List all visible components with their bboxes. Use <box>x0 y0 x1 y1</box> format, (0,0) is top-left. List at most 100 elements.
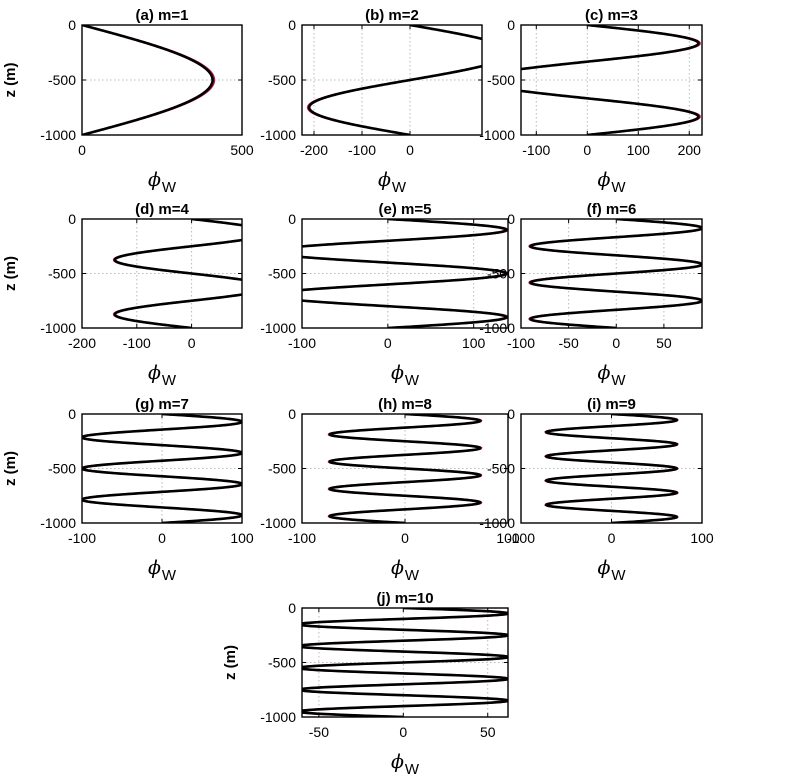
x-tick-label: -100 <box>68 530 96 546</box>
x-tick-label: 0 <box>406 142 414 158</box>
x-tick-label: 500 <box>230 142 254 158</box>
x-tick-label: 100 <box>496 530 520 546</box>
y-tick-label: -1000 <box>260 320 296 336</box>
x-tick-label: 0 <box>384 335 392 351</box>
y-tick-label: -500 <box>268 266 296 282</box>
y-tick-label: -500 <box>487 266 515 282</box>
series-line-black <box>82 414 242 523</box>
y-tick-label: -500 <box>268 461 296 477</box>
x-axis-label: ϕW <box>391 557 420 584</box>
y-tick-label: -1000 <box>40 515 76 531</box>
x-axis-label: ϕW <box>378 169 407 196</box>
x-tick-label: 100 <box>690 530 714 546</box>
x-tick-label: 0 <box>158 530 166 546</box>
x-tick-label: -50 <box>309 724 329 740</box>
x-tick-label: -100 <box>288 335 316 351</box>
x-axis-label: ϕW <box>597 362 626 389</box>
x-tick-label: 0 <box>612 335 620 351</box>
y-tick-label: 0 <box>288 406 296 422</box>
y-tick-label: -500 <box>487 461 515 477</box>
series-line-black <box>302 608 508 717</box>
x-tick-label: -100 <box>522 142 550 158</box>
panel-title: (e) m=5 <box>379 201 432 218</box>
panel-b: -200 -100 00-500-1000(b) m=2ϕW <box>260 7 483 196</box>
x-axis-label: ϕW <box>148 169 177 196</box>
x-tick-label: -50 <box>559 335 579 351</box>
y-tick-label: 0 <box>507 17 515 33</box>
y-tick-label: -1000 <box>479 320 515 336</box>
series-line-black <box>521 25 700 135</box>
panel-title: (b) m=2 <box>365 7 419 24</box>
series-line-black <box>328 414 482 523</box>
panel-title: (h) m=8 <box>378 396 432 413</box>
x-tick-label: 100 <box>230 530 254 546</box>
y-axis-label: z (m) <box>222 645 239 680</box>
x-axis-label: ϕW <box>391 751 420 774</box>
series-line-black <box>82 25 214 135</box>
x-tick-label: 100 <box>462 335 486 351</box>
x-tick-label: 0 <box>78 142 86 158</box>
series-line-red <box>521 25 701 135</box>
y-tick-label: 0 <box>68 211 76 227</box>
y-tick-label: 0 <box>68 17 76 33</box>
y-tick-label: -1000 <box>260 709 296 725</box>
y-tick-label: 0 <box>507 211 515 227</box>
series-line-black <box>529 219 702 328</box>
y-axis-label: z (m) <box>2 451 19 486</box>
panel-title: (c) m=3 <box>585 7 638 24</box>
panel-a: 0 500 0 -500 -1000 (a) m=1 ϕW z (m) <box>2 7 254 196</box>
y-tick-label: 0 <box>68 406 76 422</box>
y-tick-label: 0 <box>288 211 296 227</box>
y-tick-label: -500 <box>48 72 76 88</box>
panel-title: (d) m=4 <box>135 201 189 218</box>
series-line-black <box>113 219 242 328</box>
x-tick-label: 0 <box>399 724 407 740</box>
x-tick-label: -200 <box>300 142 328 158</box>
x-tick-label: 0 <box>608 530 616 546</box>
x-tick-label: -100 <box>288 530 316 546</box>
x-axis-label: ϕW <box>597 557 626 584</box>
x-tick-label: 100 <box>627 142 651 158</box>
x-tick-label: 0 <box>583 142 591 158</box>
x-axis-label: ϕW <box>148 362 177 389</box>
x-axis-label: ϕW <box>148 557 177 584</box>
panel-title: (f) m=6 <box>587 201 637 218</box>
x-tick-label: -100 <box>123 335 151 351</box>
y-tick-label: 0 <box>507 406 515 422</box>
y-tick-label: -1000 <box>479 127 515 143</box>
panel-title: (a) m=1 <box>136 7 189 24</box>
x-tick-label: -100 <box>507 530 535 546</box>
y-tick-label: -500 <box>487 72 515 88</box>
y-tick-label: -1000 <box>260 127 296 143</box>
y-axis-label: z (m) <box>2 63 19 98</box>
x-tick-label: 200 <box>678 142 702 158</box>
x-tick-label: -100 <box>348 142 376 158</box>
panel-i: -100 0 1000-500-1000(i) m=9ϕW <box>479 396 714 584</box>
panel-title: (j) m=10 <box>376 590 433 607</box>
y-tick-label: -1000 <box>40 320 76 336</box>
x-tick-label: 50 <box>480 724 496 740</box>
y-tick-label: -500 <box>268 72 296 88</box>
panel-title: (g) m=7 <box>135 396 189 413</box>
series-line-black <box>544 414 679 523</box>
y-tick-label: 0 <box>288 600 296 616</box>
x-axis-label: ϕW <box>597 169 626 196</box>
panel-f: -100 -50 0 500-500-1000(f) m=6ϕW <box>479 201 703 389</box>
x-axis-label: ϕW <box>391 362 420 389</box>
y-tick-label: -1000 <box>40 127 76 143</box>
x-tick-label: 50 <box>656 335 672 351</box>
axes-box <box>520 24 703 136</box>
y-axis-label: z (m) <box>2 256 19 291</box>
panel-title: (i) m=9 <box>587 396 636 413</box>
y-tick-label: -1000 <box>260 515 296 531</box>
y-tick-label: 0 <box>288 17 296 33</box>
x-tick-label: -100 <box>507 335 535 351</box>
x-tick-label: 0 <box>401 530 409 546</box>
x-tick-label: -200 <box>68 335 96 351</box>
y-tick-label: -500 <box>48 461 76 477</box>
